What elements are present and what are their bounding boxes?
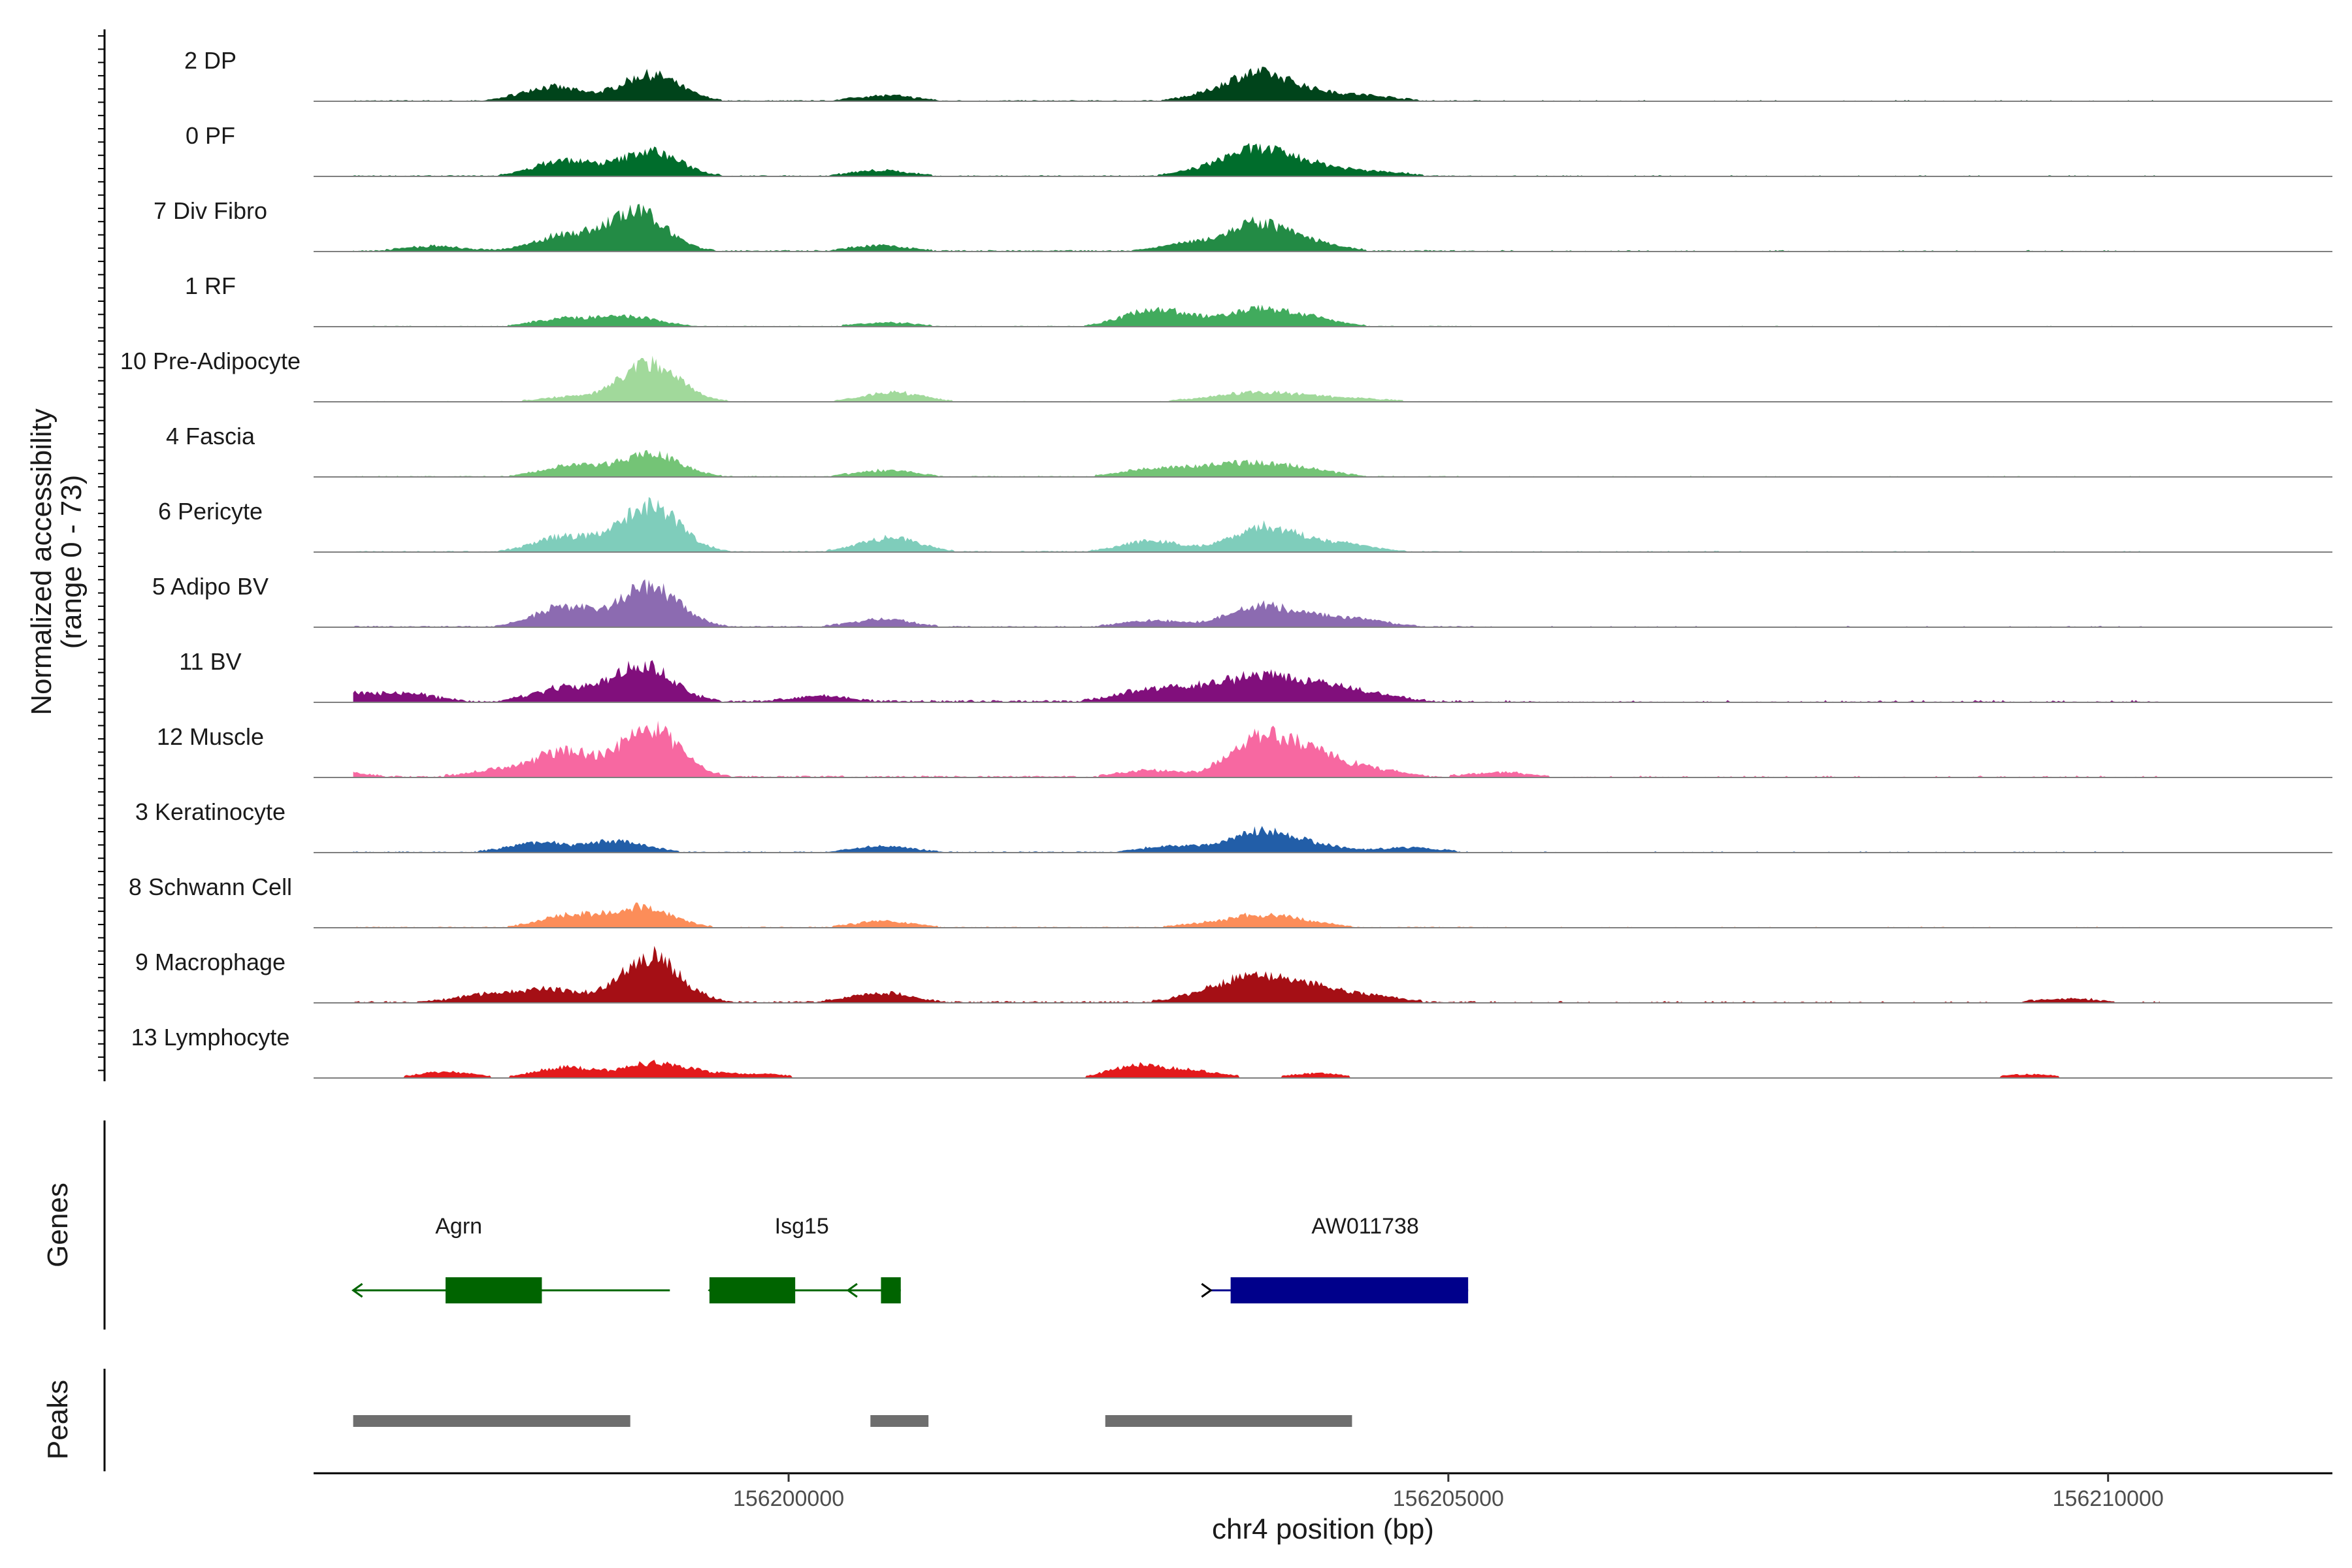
- track-coverage-area: [353, 1060, 2160, 1078]
- coverage-tracks: 2 DP 0 PF 7 Div Fibro 1 RF 10 Pre-Adipocyte 4…: [120, 47, 2332, 1079]
- peak-region: [1105, 1415, 1352, 1427]
- x-tick-label: 156210000: [2053, 1486, 2164, 1511]
- gene-strand-arrow: [1201, 1282, 1213, 1298]
- track-label: 6 Pericyte: [158, 498, 263, 525]
- gene-strand-arrow: [708, 1282, 719, 1298]
- track-label: 10 Pre-Adipocyte: [120, 348, 301, 374]
- y-axis-title-line2: (range 0 - 73): [56, 475, 88, 649]
- track-label: 12 Muscle: [157, 723, 264, 750]
- gene-exon: [1230, 1277, 1469, 1303]
- x-axis-ticks: 156200000 156205000 156210000: [733, 1473, 2164, 1511]
- genes-panel-title: Genes: [42, 1183, 74, 1267]
- gene-annotations: Agrn Isg15 AW011738: [351, 1214, 1469, 1303]
- track-label: 0 PF: [186, 122, 235, 149]
- track-coverage-area: [353, 67, 2160, 101]
- track-11-bv: 11 BV: [179, 648, 2332, 703]
- track-coverage-area: [353, 204, 2160, 252]
- track-12-muscle: 12 Muscle: [157, 721, 2332, 778]
- gene-aw011738: AW011738: [1201, 1214, 1469, 1303]
- track-coverage-area: [353, 945, 2160, 1003]
- track-5-adipo-bv: 5 Adipo BV: [152, 573, 2332, 628]
- y-axis-title-line1: Normalized accessibility: [25, 408, 57, 715]
- track-label: 2 DP: [184, 47, 237, 74]
- gene-exon: [881, 1277, 901, 1303]
- track-coverage-area: [353, 355, 2160, 402]
- x-axis-title: chr4 position (bp): [1212, 1513, 1434, 1545]
- gene-agrn: Agrn: [351, 1214, 670, 1303]
- peak-regions: [353, 1415, 1352, 1427]
- track-4-fascia: 4 Fascia: [166, 423, 2332, 478]
- gene-isg15: Isg15: [708, 1214, 901, 1303]
- track-label: 13 Lymphocyte: [131, 1024, 290, 1051]
- track-0-pf: 0 PF: [186, 122, 2332, 177]
- y-axis: [98, 29, 106, 1081]
- peaks-panel-title: Peaks: [42, 1380, 74, 1460]
- track-label: 4 Fascia: [166, 423, 255, 449]
- peak-region: [353, 1415, 630, 1427]
- track-coverage-area: [353, 826, 2160, 853]
- gene-strand-arrow: [351, 1282, 363, 1298]
- track-coverage-area: [353, 449, 2160, 477]
- track-coverage-area: [353, 579, 2160, 627]
- gene-label: Agrn: [435, 1214, 482, 1239]
- track-8-schwann-cell: 8 Schwann Cell: [129, 874, 2332, 928]
- track-coverage-area: [353, 142, 2160, 176]
- track-label: 11 BV: [179, 648, 241, 675]
- track-label: 7 Div Fibro: [154, 197, 267, 224]
- x-tick-label: 156205000: [1393, 1486, 1504, 1511]
- track-3-keratinocyte: 3 Keratinocyte: [135, 798, 2332, 853]
- track-coverage-area: [353, 304, 2160, 327]
- gene-label: AW011738: [1311, 1214, 1418, 1239]
- track-coverage-area: [353, 721, 2160, 777]
- track-13-lymphocyte: 13 Lymphocyte: [131, 1024, 2332, 1079]
- track-label: 8 Schwann Cell: [129, 874, 292, 900]
- track-coverage-area: [353, 497, 2160, 552]
- gene-exon: [709, 1277, 796, 1303]
- track-1-rf: 1 RF: [185, 272, 2332, 327]
- gene-exon: [445, 1277, 542, 1303]
- track-coverage-area: [353, 902, 2160, 928]
- track-label: 5 Adipo BV: [152, 573, 269, 600]
- track-6-pericyte: 6 Pericyte: [158, 497, 2332, 553]
- track-coverage-area: [353, 660, 2160, 702]
- gene-strand-arrow: [846, 1282, 858, 1298]
- track-10-pre-adipocyte: 10 Pre-Adipocyte: [120, 348, 2332, 402]
- x-tick-label: 156200000: [733, 1486, 844, 1511]
- track-2-dp: 2 DP: [184, 47, 2332, 102]
- peak-region: [870, 1415, 929, 1427]
- track-7-div-fibro: 7 Div Fibro: [154, 197, 2332, 252]
- track-label: 3 Keratinocyte: [135, 798, 286, 825]
- track-label: 1 RF: [185, 272, 236, 299]
- track-label: 9 Macrophage: [135, 949, 286, 975]
- gene-label: Isg15: [775, 1214, 829, 1239]
- track-9-macrophage: 9 Macrophage: [135, 945, 2332, 1004]
